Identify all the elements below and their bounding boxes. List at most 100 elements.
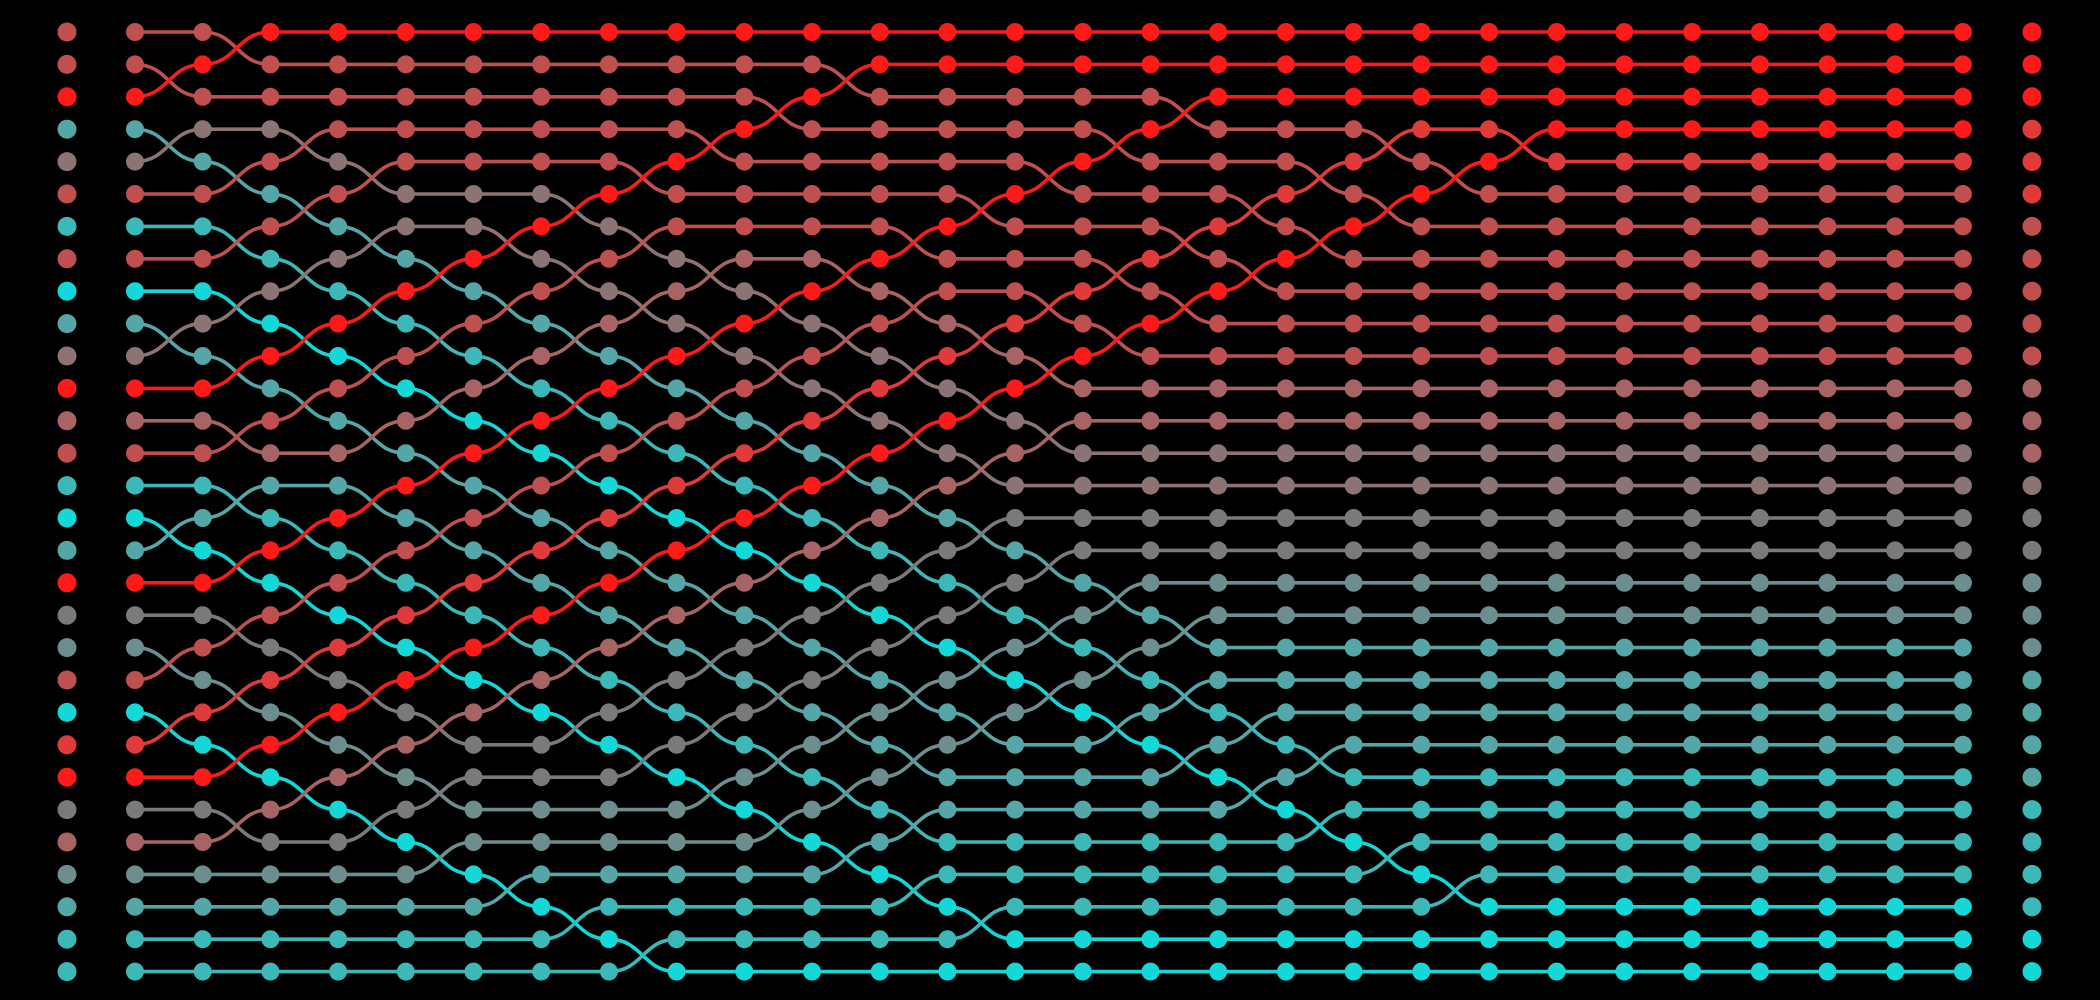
path-dot xyxy=(1683,897,1702,916)
path-dot xyxy=(396,735,415,754)
path-line-5 xyxy=(134,127,1963,261)
path-dot xyxy=(329,120,348,139)
path-dot xyxy=(1073,314,1092,333)
path-dot xyxy=(1073,23,1092,41)
path-dot xyxy=(1141,638,1160,657)
path-dot xyxy=(1209,152,1228,171)
path-dot xyxy=(1276,606,1295,625)
path-dot xyxy=(1615,87,1634,106)
path-dot xyxy=(599,800,618,819)
path-dot xyxy=(464,249,483,268)
path-dot xyxy=(1006,930,1025,949)
path-dot xyxy=(532,671,551,689)
path-dot xyxy=(1209,638,1228,657)
path-dot xyxy=(1276,379,1295,398)
path-dot xyxy=(1750,573,1769,592)
path-dot xyxy=(1953,703,1972,722)
path-dot xyxy=(1480,217,1498,236)
path-dot xyxy=(464,735,483,754)
path-dot xyxy=(193,120,212,139)
path-dot xyxy=(735,120,754,139)
path-dot xyxy=(396,541,415,560)
path-dot xyxy=(532,152,551,171)
path-dot xyxy=(126,930,144,949)
path-dot xyxy=(1886,768,1905,787)
final-order-dot xyxy=(2022,638,2042,658)
path-dot xyxy=(870,768,889,787)
path-dot xyxy=(1412,120,1431,139)
path-dot xyxy=(735,185,754,203)
path-dot xyxy=(1006,671,1025,689)
path-dot xyxy=(870,314,889,333)
path-dot xyxy=(1276,509,1295,527)
path-dot xyxy=(329,185,348,203)
path-dot xyxy=(126,703,144,722)
path-dot xyxy=(938,703,957,722)
path-dot xyxy=(1209,573,1228,592)
path-dot xyxy=(1141,606,1160,625)
path-dot xyxy=(735,638,754,657)
path-dot xyxy=(1276,217,1295,236)
path-dot xyxy=(735,55,754,74)
path-dot xyxy=(1344,444,1363,463)
path-dot xyxy=(667,87,686,106)
path-dot xyxy=(870,444,889,463)
path-dot xyxy=(464,930,483,949)
path-dot xyxy=(464,865,483,884)
path-dot xyxy=(1683,930,1702,949)
initial-order-dot xyxy=(57,411,77,431)
path-dot xyxy=(126,23,144,41)
path-dot xyxy=(1073,217,1092,236)
path-dot xyxy=(532,347,551,365)
final-order-dot xyxy=(2022,378,2042,398)
path-dot xyxy=(1412,55,1431,74)
path-dot xyxy=(1818,379,1837,398)
path-dot xyxy=(193,833,212,851)
path-dot xyxy=(1750,735,1769,754)
path-dot xyxy=(329,606,348,625)
path-dot xyxy=(1818,249,1837,268)
path-dot xyxy=(1953,347,1972,365)
path-dot xyxy=(667,962,686,981)
path-dot xyxy=(1750,217,1769,236)
path-dot xyxy=(329,671,348,689)
path-dot xyxy=(329,314,348,333)
path-dot xyxy=(1683,249,1702,268)
path-dot xyxy=(193,509,212,527)
path-dot xyxy=(464,638,483,657)
path-dot xyxy=(126,185,144,203)
path-dot xyxy=(1615,509,1634,527)
path-dot xyxy=(938,249,957,268)
path-dot xyxy=(1480,962,1498,981)
path-dot xyxy=(870,120,889,139)
path-dot xyxy=(126,217,144,236)
path-dot xyxy=(1750,379,1769,398)
initial-order-column xyxy=(57,22,77,982)
path-dot xyxy=(1412,800,1431,819)
path-dot xyxy=(329,87,348,106)
path-dot xyxy=(870,671,889,689)
path-dot xyxy=(126,314,144,333)
path-dot xyxy=(329,768,348,787)
path-dot xyxy=(1547,573,1566,592)
path-dot xyxy=(329,23,348,41)
path-dot xyxy=(1818,509,1837,527)
path-dot xyxy=(1615,735,1634,754)
path-dot xyxy=(1141,185,1160,203)
path-dot xyxy=(532,541,551,560)
path-dot xyxy=(1480,833,1498,851)
path-dot xyxy=(1344,23,1363,41)
path-dot xyxy=(1683,379,1702,398)
path-dot xyxy=(1209,249,1228,268)
path-dot xyxy=(126,606,144,625)
path-dot xyxy=(870,87,889,106)
path-dot xyxy=(396,671,415,689)
final-order-dot xyxy=(2022,605,2042,625)
path-dot xyxy=(803,476,821,495)
path-dot xyxy=(1480,897,1498,916)
path-dot xyxy=(261,217,280,236)
path-dot xyxy=(396,768,415,787)
path-dot xyxy=(735,768,754,787)
path-dot xyxy=(1141,314,1160,333)
initial-order-dot xyxy=(57,54,77,74)
